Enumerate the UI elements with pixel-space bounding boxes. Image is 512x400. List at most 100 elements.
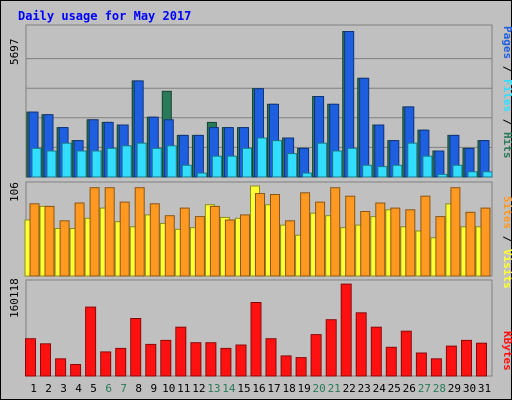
kbytes-bar bbox=[175, 326, 187, 377]
x-tick-label: 10 bbox=[162, 382, 175, 395]
kbytes-bar bbox=[430, 358, 442, 377]
sites-bar bbox=[420, 195, 431, 277]
sites-bar bbox=[465, 211, 476, 277]
kbytes-bar bbox=[70, 364, 82, 377]
x-tick-label: 30 bbox=[463, 382, 476, 395]
sites-bar bbox=[480, 207, 491, 277]
files-bar bbox=[407, 142, 418, 178]
files-bar bbox=[242, 147, 252, 178]
x-tick-label: 6 bbox=[105, 382, 112, 395]
kbytes-bar bbox=[235, 344, 247, 377]
panel-top-bars bbox=[26, 31, 493, 178]
chart-title: Daily usage for May 2017 bbox=[18, 9, 191, 23]
kbytes-bar bbox=[370, 326, 382, 377]
sites-bar bbox=[360, 211, 371, 277]
kbytes-bar bbox=[325, 319, 337, 377]
x-tick-label: 19 bbox=[297, 382, 310, 395]
kbytes-bar bbox=[310, 334, 322, 377]
sites-bar bbox=[29, 203, 40, 277]
sites-bar bbox=[285, 220, 296, 277]
kbytes-bar bbox=[85, 306, 97, 377]
kbytes-bar bbox=[476, 342, 487, 377]
kbytes-bar bbox=[445, 345, 457, 377]
legend-entry: Pages bbox=[501, 26, 512, 59]
sites-bar bbox=[224, 219, 235, 277]
x-tick-label: 5 bbox=[90, 382, 97, 395]
files-bar bbox=[317, 142, 328, 178]
panel-middle: 106 Sites / Visits bbox=[8, 181, 512, 289]
x-tick-label: 24 bbox=[373, 382, 387, 395]
files-bar bbox=[151, 147, 162, 178]
x-tick-label: 2 bbox=[45, 382, 52, 395]
sites-bar bbox=[435, 216, 446, 277]
x-tick-label: 15 bbox=[237, 382, 250, 395]
x-tick-label: 12 bbox=[192, 382, 205, 395]
x-tick-label: 26 bbox=[403, 382, 416, 395]
files-bar bbox=[121, 145, 132, 178]
x-tick-label: 25 bbox=[388, 382, 401, 395]
panel-top-max-label: 5697 bbox=[8, 39, 21, 66]
panel-middle-max-label: 106 bbox=[8, 182, 21, 202]
sites-bar bbox=[405, 209, 416, 277]
pages-bar bbox=[193, 134, 204, 178]
x-tick-label: 23 bbox=[358, 382, 371, 395]
sites-bar bbox=[330, 187, 341, 277]
x-tick-label: 21 bbox=[328, 382, 341, 395]
kbytes-bar bbox=[130, 318, 142, 377]
files-bar bbox=[437, 173, 448, 178]
x-tick-label: 20 bbox=[312, 382, 325, 395]
kbytes-bar bbox=[160, 339, 172, 377]
x-tick-label: 18 bbox=[282, 382, 295, 395]
sites-bar bbox=[179, 207, 190, 277]
x-tick-label: 9 bbox=[150, 382, 157, 395]
kbytes-bar bbox=[55, 358, 67, 377]
x-tick-label: 22 bbox=[343, 382, 356, 395]
sites-bar bbox=[315, 201, 326, 277]
files-bar bbox=[482, 171, 493, 178]
sites-bar bbox=[164, 215, 175, 277]
legend-entry: Hits bbox=[501, 132, 512, 159]
kbytes-bar bbox=[385, 346, 397, 377]
x-tick-label: 27 bbox=[418, 382, 431, 395]
files-bar bbox=[31, 147, 42, 178]
kbytes-bar bbox=[190, 342, 202, 377]
x-tick-label: 17 bbox=[267, 382, 280, 395]
panel-bottom: 160118 KBytes bbox=[8, 278, 512, 377]
files-bar bbox=[196, 172, 207, 178]
files-bar bbox=[392, 164, 403, 178]
kbytes-bar bbox=[220, 347, 232, 377]
panel-top-legend: Pages / Files / Hits bbox=[501, 26, 512, 159]
files-bar bbox=[302, 172, 313, 178]
files-bar bbox=[347, 147, 358, 178]
x-tick-label: 1 bbox=[30, 382, 37, 395]
kbytes-bar bbox=[250, 302, 262, 377]
files-bar bbox=[287, 153, 298, 178]
files-bar bbox=[61, 142, 72, 178]
sites-bar bbox=[255, 193, 265, 277]
panel-middle-bars bbox=[24, 185, 491, 277]
legend-entry: / bbox=[501, 59, 512, 79]
x-tick-label: 8 bbox=[135, 382, 142, 395]
x-tick-label: 16 bbox=[252, 382, 265, 395]
sites-bar bbox=[450, 187, 461, 277]
files-bar bbox=[211, 155, 222, 178]
files-bar bbox=[272, 140, 282, 178]
kbytes-bar bbox=[100, 351, 112, 377]
kbytes-bar bbox=[340, 283, 352, 377]
kbytes-bar bbox=[355, 312, 367, 377]
sites-bar bbox=[240, 214, 250, 277]
kbytes-bar bbox=[40, 343, 51, 377]
x-tick-label: 7 bbox=[120, 382, 127, 395]
files-bar bbox=[226, 155, 237, 178]
x-axis-labels: 1 2 3 4 5 6 7 8 9 10 11 12 13 14 15 16 17 18 19 20 21 22 23 24 2… bbox=[30, 382, 491, 395]
sites-bar bbox=[134, 187, 145, 277]
files-bar bbox=[422, 155, 433, 178]
files-bar bbox=[91, 150, 102, 178]
sites-bar bbox=[119, 201, 130, 277]
legend-entry: Files bbox=[501, 79, 512, 112]
sites-bar bbox=[194, 216, 205, 277]
sites-bar bbox=[390, 207, 401, 277]
files-bar bbox=[106, 147, 117, 178]
legend-entry: / bbox=[501, 229, 512, 249]
